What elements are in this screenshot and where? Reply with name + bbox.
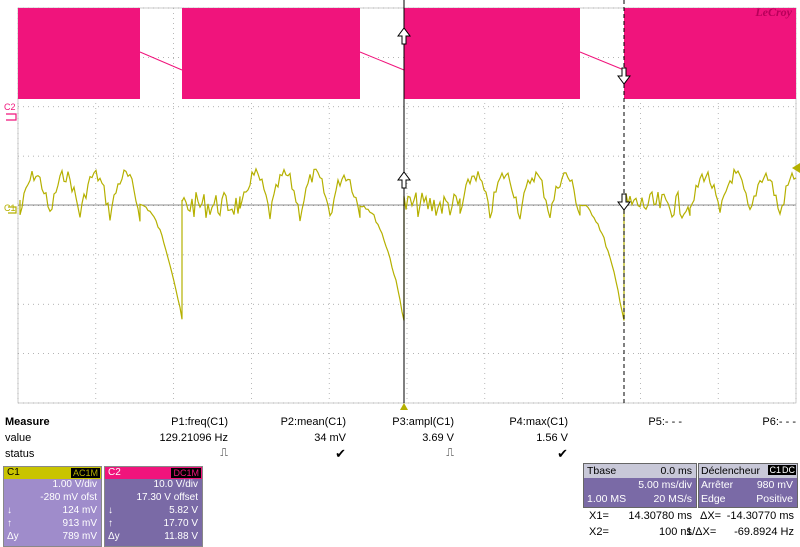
c2-up-value: 17.70 V	[163, 518, 198, 529]
param-name[interactable]: P4:max(C1)	[509, 416, 568, 428]
measure-value-label: value	[5, 432, 32, 444]
cursor-arrow-icon[interactable]	[397, 27, 411, 45]
c1-up-value: 913 mV	[62, 518, 97, 529]
lecroy-logo: LeCroy	[755, 5, 792, 19]
c1-waveform	[19, 167, 797, 321]
trigger-type: Edge	[701, 493, 726, 505]
check-icon: ✔	[557, 446, 568, 461]
c2-vdiv: 10.0 V/div	[153, 479, 198, 490]
pulse-icon: ⎍	[446, 447, 454, 459]
cursor-arrow-icon[interactable]	[617, 193, 631, 211]
c2-offset: 17.30 V offset	[136, 492, 198, 503]
timebase-tdiv: 5.00 ms/div	[638, 479, 692, 491]
c2-box-name: C2	[108, 467, 121, 478]
timebase-box[interactable]: Tbase 0.0 ms 5.00 ms/div 1.00 MS 20 MS/s	[583, 463, 697, 508]
c1-dy-label: Δy	[7, 531, 19, 542]
up-arrow-icon: ↑	[7, 518, 12, 529]
up-arrow-icon: ↑	[108, 518, 113, 529]
c1-marker-label: C1	[4, 203, 16, 213]
c1-box-name: C1	[7, 467, 20, 478]
param-value: 1.56 V	[536, 432, 568, 444]
trigger-position-icon[interactable]	[400, 403, 408, 410]
down-arrow-icon: ↓	[108, 505, 113, 516]
c1-coupling-badge: AC1M	[70, 468, 100, 478]
param-name[interactable]: P1:freq(C1)	[171, 416, 228, 428]
pulse-icon: ⎍	[220, 447, 228, 459]
c1-offset: -280 mV ofst	[40, 492, 97, 503]
cursor-arrow-icon[interactable]	[397, 171, 411, 189]
trigger-box[interactable]: Déclencheur C1 DC Arrêter 980 mV Edge Posi…	[698, 463, 798, 508]
c2-dy-label: Δy	[108, 531, 120, 542]
cursor-x2-value: 100 ns	[658, 526, 692, 538]
timebase-rate: 20 MS/s	[653, 493, 692, 505]
check-icon: ✔	[335, 446, 346, 461]
cursor-inv-label: 1/ΔX=	[686, 526, 717, 538]
c2-dy-value: 11.88 V	[164, 531, 198, 542]
timebase-delay: 0.0 ms	[660, 465, 692, 477]
measure-status-label: status	[5, 448, 35, 460]
trigger-src-badge: C1	[768, 465, 782, 475]
param-name[interactable]: P5:- - -	[648, 416, 682, 428]
timebase-label: Tbase	[587, 465, 617, 477]
c2-channel-box[interactable]: C2 DC1M 10.0 V/div 17.30 V offset ↓ 5.82 …	[104, 466, 203, 547]
param-value: 3.69 V	[422, 432, 454, 444]
c2-waveform	[18, 8, 796, 99]
c1-ground-marker-icon[interactable]	[8, 206, 17, 214]
cursor-x1-value: 14.30780 ms	[628, 510, 692, 522]
c2-marker-label: C2	[4, 102, 16, 112]
cursor-x2-label: X2=	[589, 526, 609, 538]
trigger-level: 980 mV	[756, 479, 793, 491]
trigger-coupling-badge: DC	[781, 465, 796, 475]
trigger-slope: Positive	[756, 493, 793, 505]
param-name[interactable]: P2:mean(C1)	[280, 416, 346, 428]
c1-vdiv: 1.00 V/div	[52, 479, 97, 490]
param-value: 129.21096 Hz	[159, 432, 229, 444]
trigger-mode: Arrêter	[701, 479, 734, 491]
cursor-inv-value: -69.8924 Hz	[734, 526, 794, 538]
c1-dy-value: 789 mV	[62, 531, 97, 542]
param-name[interactable]: P6:- - -	[762, 416, 796, 428]
cursor-dx-value: -14.30770 ms	[726, 510, 794, 522]
param-value: 34 mV	[314, 432, 346, 444]
c1-channel-box[interactable]: C1 AC1M 1.00 V/div -280 mV ofst ↓ 124 mV …	[3, 466, 102, 547]
c2-coupling-badge: DC1M	[171, 468, 201, 478]
cursor-x1-label: X1=	[589, 510, 609, 522]
measure-title: Measure	[5, 416, 50, 428]
c2-ground-marker-icon[interactable]	[6, 113, 17, 121]
waveform-display[interactable]	[0, 0, 800, 410]
cursor-dx-label: ΔX=	[700, 510, 722, 522]
down-arrow-icon: ↓	[7, 505, 12, 516]
c1-down-value: 124 mV	[62, 505, 97, 516]
trigger-level-icon[interactable]	[792, 163, 800, 173]
timebase-samples: 1.00 MS	[587, 493, 627, 505]
measure-table: Measure value status P1:freq(C1) 129.210…	[0, 413, 800, 465]
trigger-label: Déclencheur	[701, 465, 760, 477]
cursor-arrow-icon[interactable]	[617, 67, 631, 85]
param-name[interactable]: P3:ampl(C1)	[392, 416, 454, 428]
c2-down-value: 5.82 V	[169, 505, 198, 516]
